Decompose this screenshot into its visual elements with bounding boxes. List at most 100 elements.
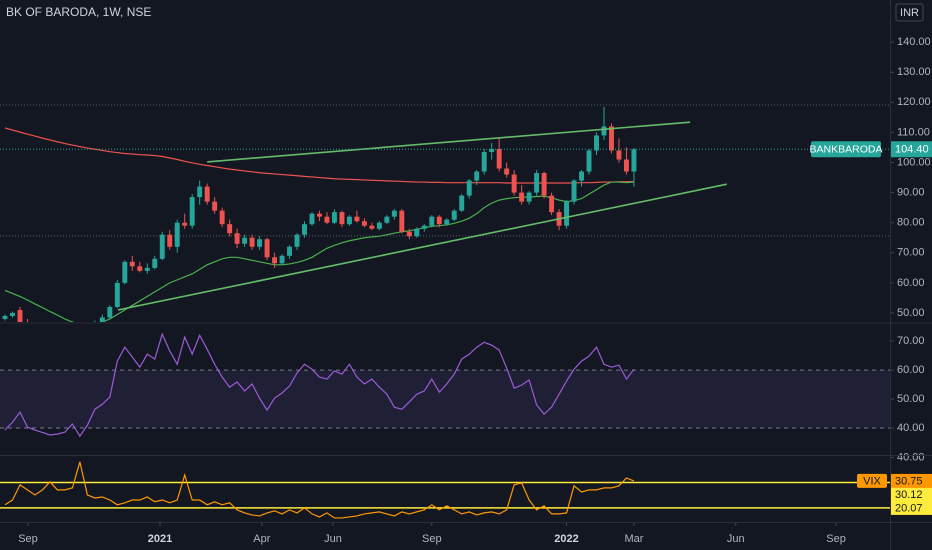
candle-body [496, 148, 502, 169]
chart-title: BK OF BARODA, 1W, NSE [6, 5, 151, 19]
rsi-band [0, 370, 890, 429]
candle-body [99, 317, 105, 322]
x-tick-label: Sep [422, 533, 442, 545]
candle-body [609, 126, 614, 151]
y-tick-label: 40.00 [897, 422, 925, 434]
rsi-pane [0, 332, 890, 438]
last-price-badge [891, 141, 932, 158]
last-price-label: 104.40 [895, 144, 929, 156]
candle-body [159, 234, 165, 259]
candle-body [189, 197, 195, 226]
y-tick-label: 60.00 [897, 364, 925, 376]
candle-body [451, 210, 457, 220]
candle-body [459, 195, 465, 211]
candle-body [616, 150, 622, 160]
candle-body [122, 261, 128, 283]
indicator-value: 30.75 [895, 475, 923, 487]
y-tick-label: 70.00 [897, 247, 925, 259]
y-tick-label: 70.00 [897, 335, 925, 347]
candle-body [361, 221, 367, 226]
level-badge [891, 500, 932, 515]
candle-body [107, 306, 113, 318]
candle-body [511, 174, 517, 193]
candle-body [234, 233, 240, 244]
candle-body [309, 213, 315, 225]
candle-body [601, 126, 607, 136]
candle-body [519, 192, 525, 202]
candle-body [564, 201, 570, 226]
candle-body [414, 228, 420, 237]
indicator-name: VIX [863, 475, 881, 487]
candle-body [317, 213, 322, 217]
y-tick-label: 110.00 [897, 126, 930, 138]
currency-badge[interactable] [895, 3, 924, 22]
candle-body [346, 216, 352, 225]
candle-body [444, 219, 450, 225]
candle-body [249, 237, 255, 247]
candle-body [167, 234, 173, 247]
indicator-line [4, 332, 635, 438]
candle-body [114, 282, 120, 307]
candle-body [421, 225, 427, 229]
x-tick-label: Mar [624, 533, 643, 545]
y-tick-label: 120.00 [897, 96, 931, 108]
candle-body [302, 224, 307, 235]
y-tick-label: 60.00 [897, 277, 925, 289]
x-tick-label: Jun [324, 533, 342, 545]
candle-body [504, 168, 510, 175]
candle-body [137, 266, 143, 271]
candle-body [182, 222, 188, 226]
candle-body [631, 149, 637, 172]
y-tick-label: 100.00 [897, 156, 931, 168]
level-label: 20.07 [895, 502, 923, 514]
level-badge [891, 487, 932, 502]
candle-body [541, 173, 547, 196]
candle-body [481, 151, 487, 172]
candle-body [549, 195, 555, 213]
candle-body [272, 257, 278, 264]
candle-body [436, 216, 442, 225]
candle-body [212, 201, 218, 211]
candle-body [129, 261, 135, 267]
y-tick-label: 90.00 [897, 187, 925, 199]
y-tick-label: 140.00 [897, 36, 931, 48]
vix-pane [0, 461, 890, 519]
y-tick-label: 80.00 [897, 217, 925, 229]
candle-body [219, 210, 225, 225]
candle-body [287, 246, 292, 256]
candle-body [391, 210, 397, 217]
y-tick-label: 50.00 [897, 393, 925, 405]
candle-body [174, 222, 180, 247]
indicator-line [4, 461, 635, 519]
candle-body [152, 258, 158, 268]
candle-body [197, 186, 203, 198]
currency-label[interactable]: INR [900, 7, 919, 19]
candle-body [466, 180, 472, 196]
candle-body [294, 234, 300, 247]
x-tick-label: 2022 [554, 533, 578, 545]
candle-body [623, 159, 629, 172]
candle-body [354, 216, 360, 222]
y-tick-label: 40.00 [897, 451, 925, 463]
candle-body [324, 216, 330, 223]
x-tick-label: 2021 [148, 533, 172, 545]
candle-body [489, 148, 495, 152]
moving-average [4, 127, 634, 184]
trend-line [117, 183, 727, 311]
candle-body [526, 192, 532, 202]
candle-body [279, 255, 285, 264]
y-tick-label: 130.00 [897, 66, 931, 78]
candle-body [474, 171, 480, 181]
symbol-label: BANKBARODA [810, 144, 883, 156]
candle-body [429, 216, 435, 226]
candle-body [339, 212, 345, 225]
candle-body [257, 239, 263, 247]
candle-body [144, 267, 150, 271]
candle-body [2, 315, 8, 319]
candle-body [331, 212, 337, 223]
x-tick-label: Apr [253, 533, 270, 545]
candle-body [264, 239, 270, 258]
trend-line [207, 121, 691, 163]
